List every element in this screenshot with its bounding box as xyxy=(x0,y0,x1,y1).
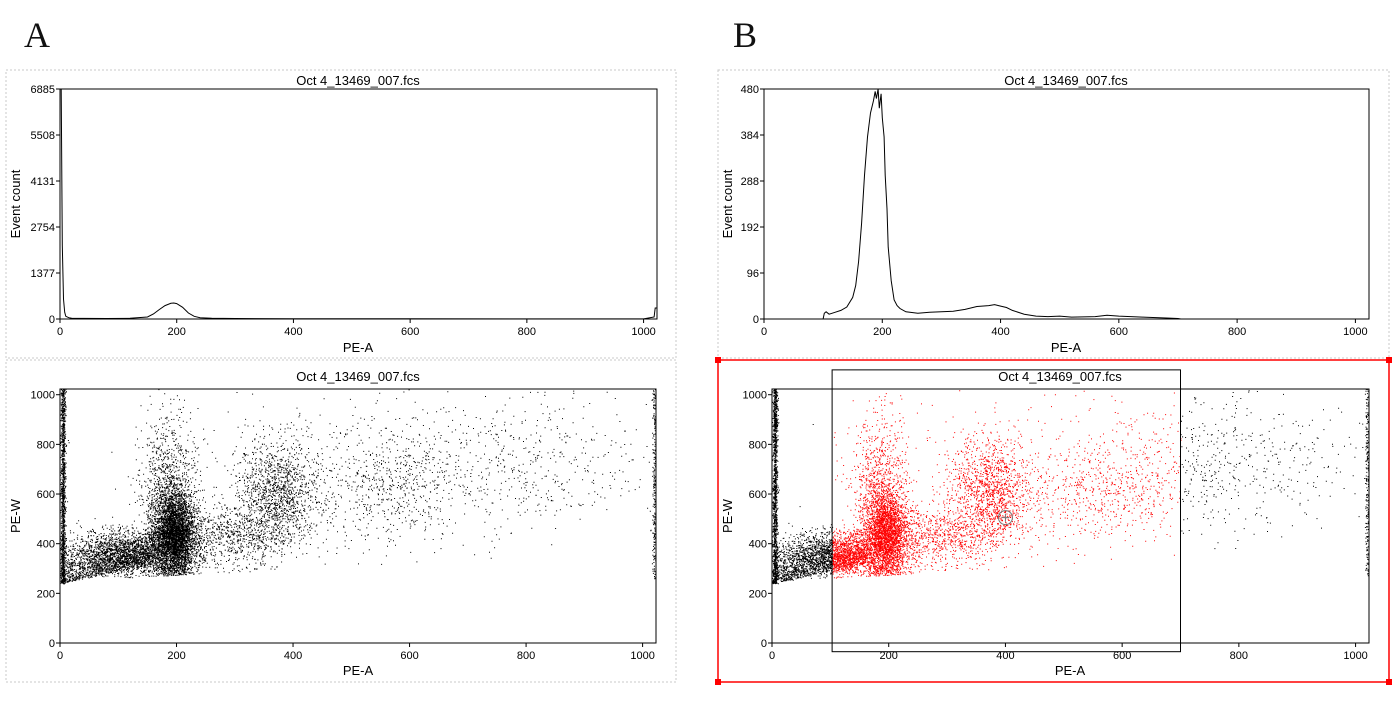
scatter-points xyxy=(60,389,656,585)
selection-handle-2 xyxy=(715,679,721,685)
x-tick-label: 1000 xyxy=(631,326,655,338)
chart-frame xyxy=(717,359,1390,683)
selection-handle-3 xyxy=(1386,679,1392,685)
chart-A-top: Oct 4_13469_007.fcs PE-A Event count 0 200 40… xyxy=(5,69,677,359)
x-tick-label: 400 xyxy=(284,650,302,662)
y-axis-label: PE-W xyxy=(720,498,735,533)
plot-box xyxy=(771,388,1370,644)
y-axis-label: PE-W xyxy=(8,498,23,533)
x-tick-label: 200 xyxy=(873,326,891,338)
y-tick-label: 0 xyxy=(49,314,55,326)
y-tick-label: 600 xyxy=(37,489,55,501)
y-tick-label: 400 xyxy=(749,539,767,551)
y-tick-label: 5508 xyxy=(31,130,55,142)
x-tick-label: 800 xyxy=(1230,650,1248,662)
plot-area xyxy=(772,389,1369,585)
plot-area xyxy=(764,89,1369,319)
selection-handle-0 xyxy=(715,357,721,363)
histogram-line xyxy=(764,89,1369,319)
histogram-line xyxy=(60,89,657,319)
x-axis-label: PE-A xyxy=(1055,663,1086,678)
x-tick-label: 0 xyxy=(57,650,63,662)
gate-rectangle xyxy=(831,369,1182,653)
x-tick-label: 600 xyxy=(1110,326,1128,338)
x-tick-label: 800 xyxy=(1228,326,1246,338)
y-tick-label: 1000 xyxy=(743,390,767,402)
y-tick-label: 0 xyxy=(753,314,759,326)
x-tick-label: 600 xyxy=(1113,650,1131,662)
y-axis-label: Event count xyxy=(720,169,735,238)
x-tick-label: 0 xyxy=(769,650,775,662)
panel-label-b: B xyxy=(733,15,758,55)
x-tick-label: 800 xyxy=(518,326,536,338)
y-tick-label: 2754 xyxy=(31,222,55,234)
chart-frame xyxy=(5,69,677,359)
y-tick-label: 480 xyxy=(741,84,759,96)
x-axis-label: PE-A xyxy=(343,340,374,355)
x-tick-label: 1000 xyxy=(1343,650,1367,662)
y-tick-label: 4131 xyxy=(31,176,55,188)
chart-title: Oct 4_13469_007.fcs xyxy=(998,369,1122,384)
y-tick-label: 1000 xyxy=(31,390,55,402)
x-tick-label: 600 xyxy=(401,326,419,338)
y-tick-label: 800 xyxy=(37,439,55,451)
chart-frame xyxy=(717,69,1390,359)
x-tick-label: 0 xyxy=(57,326,63,338)
chart-frame xyxy=(5,359,677,683)
y-tick-label: 600 xyxy=(749,489,767,501)
chart-A-bottom: Oct 4_13469_007.fcs PE-A PE-W 0 200 400 600 800… xyxy=(5,359,677,683)
y-tick-label: 200 xyxy=(749,588,767,600)
y-tick-label: 1377 xyxy=(31,268,55,280)
chart-title: Oct 4_13469_007.fcs xyxy=(1004,73,1128,88)
chart-B-bottom: Oct 4_13469_007.fcs PE-A PE-W 0 200 400 600 800… xyxy=(715,357,1392,685)
y-axis-label: Event count xyxy=(8,169,23,238)
y-tick-label: 400 xyxy=(37,539,55,551)
x-axis-label: PE-A xyxy=(343,663,374,678)
gate-center-handle xyxy=(997,510,1013,526)
x-tick-label: 1000 xyxy=(1343,326,1367,338)
x-tick-label: 200 xyxy=(880,650,898,662)
chart-B-top: Oct 4_13469_007.fcs PE-A Event count 0 200 40… xyxy=(717,69,1390,359)
y-tick-label: 0 xyxy=(761,638,767,650)
y-tick-label: 800 xyxy=(749,439,767,451)
x-tick-label: 1000 xyxy=(630,650,654,662)
y-tick-label: 192 xyxy=(741,222,759,234)
y-tick-label: 288 xyxy=(741,176,759,188)
plot-box xyxy=(59,88,658,320)
chart-title: Oct 4_13469_007.fcs xyxy=(296,73,420,88)
y-tick-label: 96 xyxy=(747,268,759,280)
chart-title: Oct 4_13469_007.fcs xyxy=(296,369,420,384)
y-tick-label: 384 xyxy=(741,130,759,142)
panel-label-a: A xyxy=(24,15,50,55)
gated-scatter-points xyxy=(832,390,1182,579)
plot-box xyxy=(763,88,1370,320)
x-axis-label: PE-A xyxy=(1051,340,1082,355)
x-tick-label: 400 xyxy=(991,326,1009,338)
plot-area xyxy=(60,389,656,585)
y-tick-label: 200 xyxy=(37,588,55,600)
x-tick-label: 600 xyxy=(400,650,418,662)
y-tick-label: 6885 xyxy=(31,84,55,96)
y-tick-label: 0 xyxy=(49,638,55,650)
x-tick-label: 200 xyxy=(168,326,186,338)
x-tick-label: 400 xyxy=(996,650,1014,662)
x-tick-label: 200 xyxy=(167,650,185,662)
x-tick-label: 0 xyxy=(761,326,767,338)
x-tick-label: 400 xyxy=(284,326,302,338)
plot-box xyxy=(59,388,657,644)
x-tick-label: 800 xyxy=(517,650,535,662)
plot-area xyxy=(60,89,657,319)
selection-handle-1 xyxy=(1386,357,1392,363)
